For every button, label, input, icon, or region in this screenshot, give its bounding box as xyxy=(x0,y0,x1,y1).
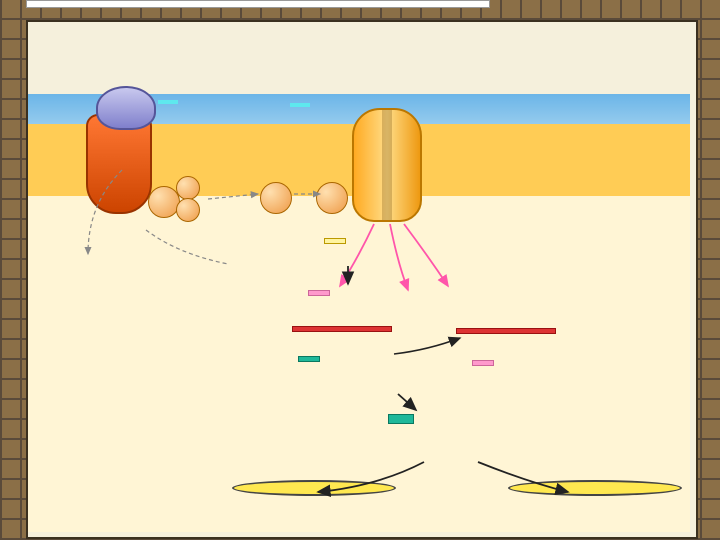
beta-subunit xyxy=(176,176,200,200)
alpha-subunit-3 xyxy=(316,182,348,214)
gamma-subunit xyxy=(176,198,200,222)
camp-label-2 xyxy=(472,360,494,366)
hormone-shape xyxy=(96,86,156,130)
protein-kinase-label xyxy=(298,356,320,362)
atp-label xyxy=(324,238,346,244)
inhibitory-subunit-1 xyxy=(292,326,392,332)
inhibitory-subunit-2 xyxy=(456,328,556,334)
alpha-subunit-1 xyxy=(148,186,180,218)
camp-label xyxy=(308,290,330,296)
adenylate-cyclase-shape xyxy=(352,108,422,222)
hormone-label xyxy=(158,100,178,104)
slide-title xyxy=(26,0,490,8)
inactivation-label xyxy=(508,480,682,496)
protein-kinase-a-label xyxy=(388,414,414,424)
adenylate-cyclase-label xyxy=(290,103,310,107)
activation-label xyxy=(232,480,396,496)
alpha-subunit-2 xyxy=(260,182,292,214)
